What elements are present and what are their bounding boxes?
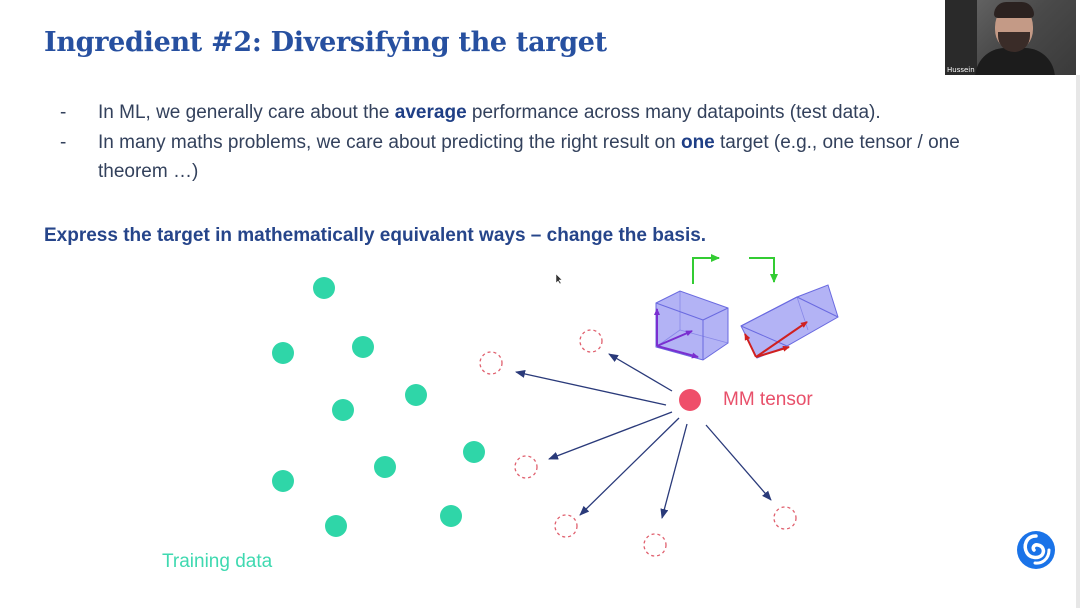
bullet-bold-word: average xyxy=(394,102,467,123)
webcam-thumbnail[interactable]: Hussein xyxy=(945,0,1076,75)
training-point xyxy=(332,399,354,421)
webcam-person-hair xyxy=(994,2,1034,18)
target-label: MM tensor xyxy=(723,389,813,410)
training-point xyxy=(405,384,427,406)
equivalent-target xyxy=(579,329,603,353)
deepmind-logo-icon xyxy=(1017,531,1055,569)
training-point xyxy=(352,336,374,358)
participant-name: Hussein xyxy=(947,66,975,74)
basis-change-arrows xyxy=(515,353,772,519)
basis-change-arrow xyxy=(660,423,688,519)
green-arrow-icon xyxy=(692,254,778,284)
window-edge xyxy=(1076,75,1080,608)
equivalent-target xyxy=(554,514,578,538)
training-point xyxy=(272,342,294,364)
webcam-person-body xyxy=(975,48,1055,75)
rotated-prism-icon xyxy=(740,284,839,359)
bullet-dash: - xyxy=(60,102,67,123)
training-point xyxy=(313,277,335,299)
basis-change-arrow xyxy=(705,424,772,501)
basis-change-arrow xyxy=(548,411,673,460)
bullet-text-after: performance across many datapoints (test… xyxy=(466,102,881,123)
bullet-bold-word: one xyxy=(680,132,715,153)
slide-title: Ingredient #2: Diversifying the target xyxy=(44,27,607,58)
bullet-item-average: - In ML, we generally care about the ave… xyxy=(60,98,980,127)
webcam-person-beard xyxy=(998,32,1030,52)
bullet-item-one: - In many maths problems, we care about … xyxy=(60,128,980,186)
basis-change-arrow xyxy=(608,353,673,392)
equivalent-target xyxy=(643,533,667,557)
bullet-text-before: In many maths problems, we care about pr… xyxy=(98,132,681,153)
bullet-list: - In ML, we generally care about the ave… xyxy=(60,98,980,187)
training-point xyxy=(272,470,294,492)
bullet-text-before: In ML, we generally care about the xyxy=(98,102,395,123)
training-point xyxy=(463,441,485,463)
equivalent-target xyxy=(514,455,538,479)
training-point xyxy=(325,515,347,537)
equivalent-targets xyxy=(479,329,797,557)
cube-basis-icon xyxy=(654,290,729,361)
equivalent-target xyxy=(773,506,797,530)
bullet-text-after: target (e.g., one tensor / one theorem …… xyxy=(98,132,960,182)
emphasis-statement: Express the target in mathematically equ… xyxy=(44,225,707,246)
mouse-cursor xyxy=(555,273,563,285)
training-point xyxy=(440,505,462,527)
webcam-background xyxy=(945,0,977,75)
target-point xyxy=(679,389,701,411)
basis-change-arrow xyxy=(515,370,667,406)
equivalent-target xyxy=(479,351,503,375)
basis-change-arrow xyxy=(579,417,680,516)
training-points xyxy=(272,277,485,537)
bullet-dash: - xyxy=(60,132,67,153)
training-label: Training data xyxy=(162,551,273,572)
training-point xyxy=(374,456,396,478)
